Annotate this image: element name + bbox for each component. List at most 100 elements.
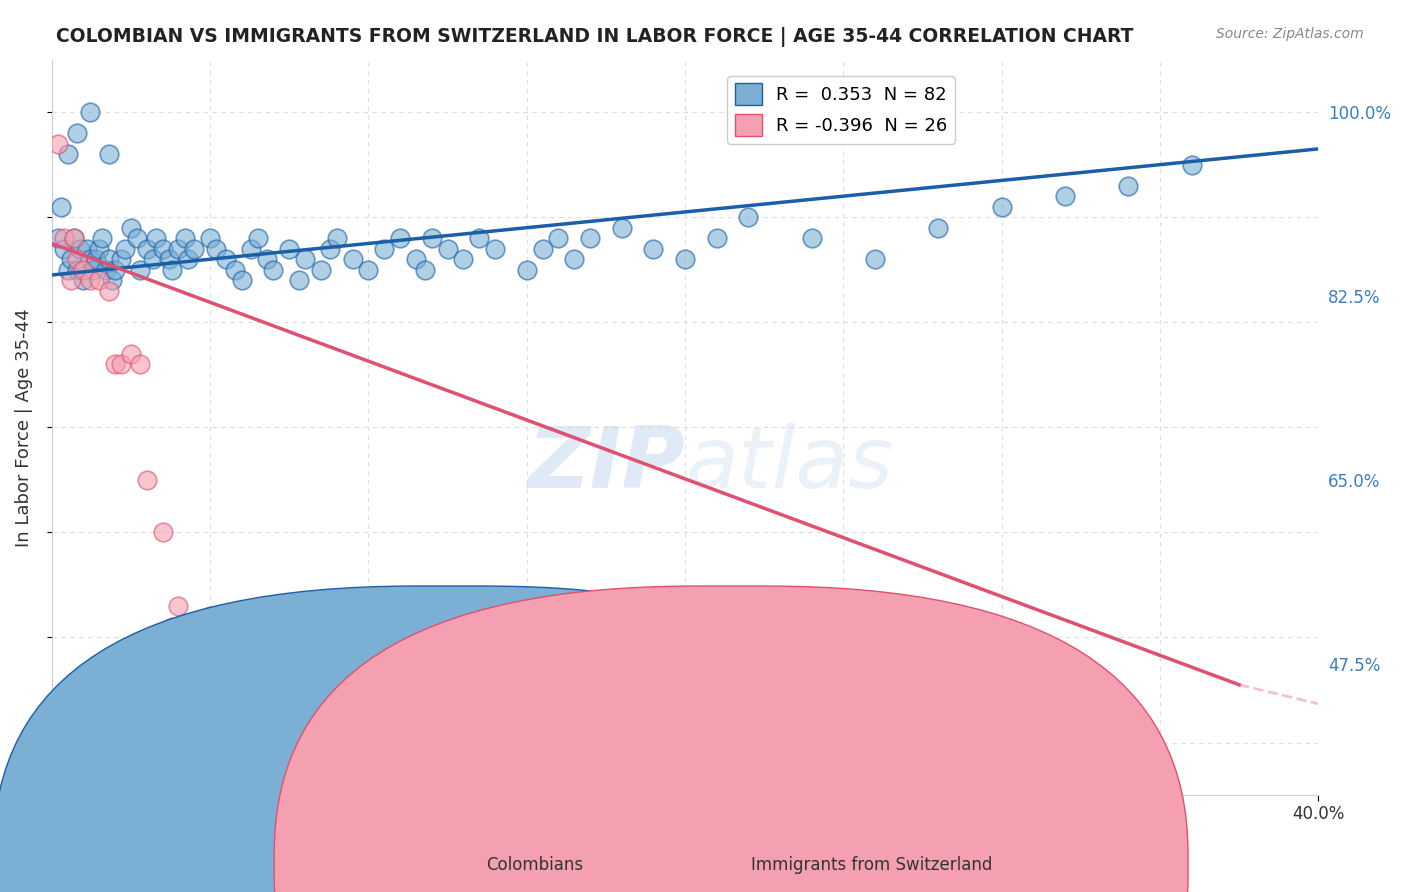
Point	[342, 252, 364, 267]
Point	[643, 242, 665, 256]
Point	[114, 242, 136, 256]
Point	[101, 273, 124, 287]
Point	[72, 273, 94, 287]
Point	[127, 231, 149, 245]
Point	[224, 262, 246, 277]
Point	[1053, 189, 1076, 203]
Text: Colombians: Colombians	[485, 856, 583, 874]
Point	[173, 231, 195, 245]
Point	[135, 242, 157, 256]
Point	[63, 231, 86, 245]
Point	[91, 231, 114, 245]
Point	[468, 231, 491, 245]
Point	[46, 231, 69, 245]
Point	[405, 252, 427, 267]
Point	[104, 357, 127, 371]
Point	[516, 262, 538, 277]
Point	[177, 252, 200, 267]
Point	[415, 262, 437, 277]
Point	[97, 284, 120, 298]
Point	[706, 231, 728, 245]
Text: COLOMBIAN VS IMMIGRANTS FROM SWITZERLAND IN LABOR FORCE | AGE 35-44 CORRELATION : COLOMBIAN VS IMMIGRANTS FROM SWITZERLAND…	[56, 27, 1133, 46]
Point	[79, 252, 101, 267]
Point	[59, 273, 82, 287]
Point	[531, 242, 554, 256]
Point	[94, 262, 117, 277]
Y-axis label: In Labor Force | Age 35-44: In Labor Force | Age 35-44	[15, 308, 32, 547]
Point	[46, 136, 69, 151]
Point	[89, 242, 111, 256]
Point	[579, 231, 602, 245]
Point	[79, 273, 101, 287]
Point	[145, 231, 167, 245]
Point	[66, 126, 89, 140]
Point	[927, 220, 949, 235]
Point	[863, 252, 886, 267]
Point	[53, 231, 76, 245]
Point	[129, 262, 152, 277]
Point	[152, 525, 174, 540]
Point	[240, 242, 263, 256]
Point	[215, 252, 238, 267]
Point	[800, 231, 823, 245]
Point	[205, 242, 228, 256]
Point	[673, 252, 696, 267]
Point	[66, 252, 89, 267]
Point	[198, 231, 221, 245]
Point	[309, 262, 332, 277]
Point	[453, 640, 475, 655]
Point	[262, 262, 284, 277]
Point	[325, 231, 347, 245]
Point	[319, 242, 342, 256]
Point	[198, 609, 221, 624]
Point	[51, 778, 73, 792]
Point	[69, 242, 91, 256]
Point	[142, 252, 165, 267]
Point	[610, 220, 633, 235]
Point	[562, 252, 585, 267]
Point	[66, 262, 89, 277]
Point	[56, 147, 79, 161]
Point	[294, 252, 316, 267]
Point	[183, 242, 205, 256]
Point	[157, 252, 180, 267]
Point	[152, 242, 174, 256]
Point	[373, 242, 395, 256]
Point	[278, 640, 301, 655]
Point	[63, 231, 86, 245]
Point	[72, 262, 94, 277]
Point	[59, 252, 82, 267]
Point	[160, 620, 183, 634]
Text: Source: ZipAtlas.com: Source: ZipAtlas.com	[1216, 27, 1364, 41]
Point	[97, 147, 120, 161]
Point	[484, 242, 506, 256]
Point	[1181, 158, 1204, 172]
Point	[79, 105, 101, 120]
Point	[120, 347, 142, 361]
Point	[110, 252, 132, 267]
Point	[167, 242, 190, 256]
Point	[82, 262, 104, 277]
Point	[325, 640, 347, 655]
Point	[231, 273, 253, 287]
Text: Immigrants from Switzerland: Immigrants from Switzerland	[751, 856, 993, 874]
Point	[183, 620, 205, 634]
Point	[1116, 178, 1139, 193]
Point	[246, 640, 269, 655]
Point	[56, 262, 79, 277]
Point	[246, 231, 269, 245]
Text: atlas: atlas	[685, 423, 893, 506]
Point	[84, 252, 107, 267]
Point	[389, 231, 412, 245]
Point	[53, 242, 76, 256]
Point	[547, 231, 569, 245]
Point	[287, 273, 309, 287]
Text: ZIP: ZIP	[527, 423, 685, 506]
Point	[89, 273, 111, 287]
Point	[224, 640, 246, 655]
Point	[129, 357, 152, 371]
Point	[97, 252, 120, 267]
Legend: R =  0.353  N = 82, R = -0.396  N = 26: R = 0.353 N = 82, R = -0.396 N = 26	[727, 76, 955, 144]
Point	[420, 231, 443, 245]
Point	[436, 242, 458, 256]
